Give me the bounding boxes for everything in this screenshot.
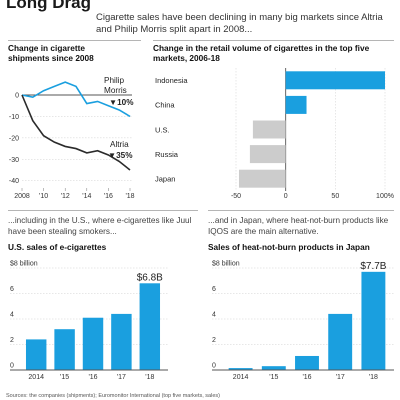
htp-value-label: $7.7B [360,261,386,272]
y-tick-label: 0 [212,363,216,370]
chart-title-top-markets: Change in the retail volume of cigarette… [153,43,370,63]
bar-china [285,95,307,114]
category-label: Russia [155,150,179,159]
ecig-bar [54,329,75,370]
series-line-philip-morris [21,81,131,118]
series-label-morris: Morris [104,86,127,95]
y-tick-label: -40 [9,178,19,185]
page-subtitle: Cigarette sales have been declining in m… [96,12,383,35]
chart-title-shipments: Change in cigarette shipments since 2008 [8,43,94,63]
y-tick-label: 6 [212,286,216,293]
x-tick-label: '15 [269,374,278,381]
bar-us [252,120,286,139]
x-tick-label: '18 [369,374,378,381]
divider-top-left [8,40,141,41]
ecig-bar [82,317,104,370]
divider-mid-right [208,210,394,211]
htp-bar [361,271,386,370]
y-tick-label: 2 [212,337,216,344]
y-tick-label: 4 [212,312,216,319]
x-tick-label: '14 [82,193,91,200]
series-line-altria [21,94,131,171]
htp-bar [261,366,286,370]
caption-ecig: ...including in the U.S., where e-cigare… [8,216,192,236]
x-tick-label: '10 [39,193,48,200]
htp-bar [295,355,319,370]
series-label-philip: Philip [104,76,124,85]
bar-japan [238,169,286,188]
category-label: Indonesia [155,76,188,85]
x-tick-label: '12 [61,193,70,200]
ecig-bar [111,313,132,370]
y-tick-label: 4 [10,312,14,319]
x-tick-label: '16 [88,374,97,381]
x-tick-label: '17 [117,374,126,381]
htp-bar [328,313,353,370]
x-tick-label: '15 [60,374,69,381]
category-label: Japan [155,175,175,184]
source-note: Sources: the companies (shipments); Euro… [6,393,220,399]
category-label: China [155,101,175,110]
ecig-bar [25,339,47,370]
y-tick-label: $8 billion [212,261,240,268]
x-tick-label: 2008 [14,193,30,200]
y-tick-label: 0 [15,93,19,100]
chart-title-ecig: U.S. sales of e-cigarettes [8,242,107,252]
x-tick-label: '17 [336,374,345,381]
ecig-value-label: $6.8B [137,272,163,283]
x-tick-label: '16 [302,374,311,381]
y-tick-label: 0 [10,363,14,370]
ecig-bar [139,283,161,370]
x-tick-label: -50 [231,193,241,200]
y-tick-label: 2 [10,337,14,344]
x-tick-label: '18 [145,374,154,381]
series-label-altria: Altria [110,140,129,149]
divider-top-right [153,40,394,41]
x-tick-label: 0 [284,193,288,200]
y-tick-label: $8 billion [10,261,38,268]
y-tick-label: -10 [9,114,19,121]
series-change-philip-morris: ▼10% [109,98,134,107]
x-tick-label: 100% [376,193,394,200]
category-label: U.S. [155,125,170,134]
htp-bar [228,368,253,370]
y-tick-label: 6 [10,286,14,293]
chart-title-htp: Sales of heat-not-burn products in Japan [208,242,370,252]
y-tick-label: -30 [9,157,19,164]
divider-mid-left [8,210,198,211]
x-tick-label: '16 [104,193,113,200]
y-tick-label: -20 [9,135,19,142]
bar-indonesia [285,71,385,90]
x-tick-label: 2014 [28,374,44,381]
x-tick-label: '18 [125,193,134,200]
x-tick-label: 50 [331,193,339,200]
series-change-altria: ▼35% [108,151,133,160]
bar-russia [249,145,286,164]
page-title: Long Drag [6,0,91,12]
x-tick-label: 2014 [233,374,249,381]
caption-htp: ...and in Japan, where heat-not-burn pro… [208,216,389,236]
